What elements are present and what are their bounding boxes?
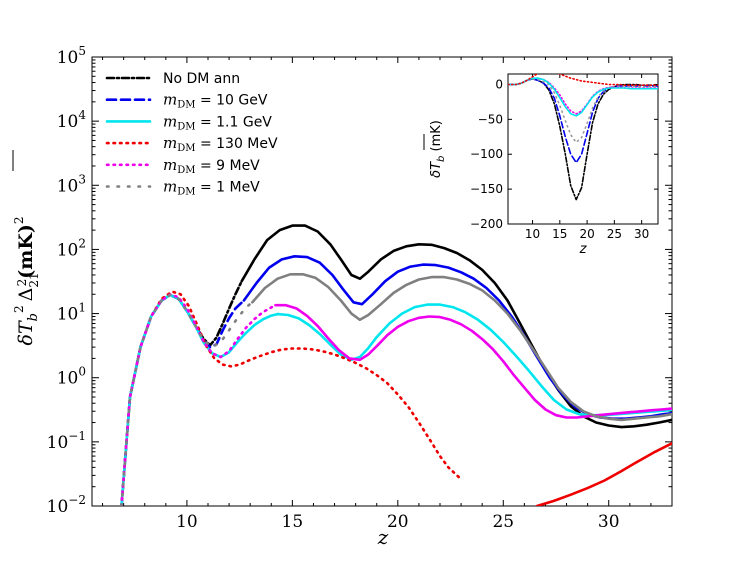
inset-y-tick-label-0: 0 xyxy=(495,77,503,91)
inset-series-line-m-dm-130-mev xyxy=(508,74,658,86)
legend-label-2: mDM = 1.1 GeV xyxy=(163,112,272,132)
series-line-m-dm-1-mev-0 xyxy=(120,293,254,506)
inset-y-tick-label-4: −200 xyxy=(470,217,503,231)
main-x-tick-label-25: 25 xyxy=(492,512,514,532)
series-line-m-dm-130-mev-1 xyxy=(535,441,672,506)
main-y-tick-label-7: 105 xyxy=(57,44,86,68)
legend-label-4: mDM = 9 MeV xyxy=(163,156,260,176)
inset-y-tick-label-3: −150 xyxy=(470,182,503,196)
main-x-tick-label-20: 20 xyxy=(387,512,409,532)
series-line-m-dm-1-1-gev-0 xyxy=(120,293,279,506)
main-x-tick-label-30: 30 xyxy=(598,512,620,532)
main-y-tick-label-6: 104 xyxy=(57,108,87,132)
inset-series-line-m-dm-1-mev xyxy=(508,78,658,144)
series-line-m-dm-9-mev-0 xyxy=(120,293,277,506)
main-y-tick-label-4: 102 xyxy=(57,236,86,260)
inset-y-tick-label-2: −100 xyxy=(470,147,503,161)
series-line-m-dm-9-mev-1 xyxy=(274,303,672,419)
legend-label-3: mDM = 130 MeV xyxy=(163,134,278,154)
main-x-tick-label-15: 15 xyxy=(282,512,304,532)
inset-x-tick-label-15: 15 xyxy=(552,227,567,241)
svg-text:δTb (mK): δTb (mK) xyxy=(429,120,447,178)
main-y-tick-label-1: 10−1 xyxy=(47,429,86,453)
inset-series xyxy=(508,74,658,201)
inset-y-tick-label-1: −50 xyxy=(478,112,503,126)
inset-series-line-m-dm-10-gev xyxy=(508,78,658,164)
main-x-tick-label-10: 10 xyxy=(176,512,198,532)
main-y-tick-label-2: 100 xyxy=(57,365,86,389)
inset-x-axis-label: z xyxy=(579,242,588,257)
series-line-no-dm-ann-1 xyxy=(240,224,672,429)
inset-x-tick-label-30: 30 xyxy=(634,227,649,241)
legend-label-1: mDM = 10 GeV xyxy=(163,91,268,111)
inset-x-tick-label-25: 25 xyxy=(607,227,622,241)
legend-label-5: mDM = 1 MeV xyxy=(163,178,260,198)
main-x-axis-label: z xyxy=(377,525,389,549)
legend-label-0: No DM ann xyxy=(163,71,240,87)
svg-text:δTb2Δ212(mK)2: δTb2Δ212(mK)2 xyxy=(12,217,41,346)
main-series xyxy=(120,224,672,506)
inset-y-axis-label: δTb (mK) xyxy=(429,120,447,178)
series-line-m-dm-1-mev-1 xyxy=(251,272,672,422)
main-y-tick-label-5: 103 xyxy=(57,172,86,196)
inset-series-line-m-dm-1-1-gev xyxy=(508,77,658,117)
inset-x-tick-label-10: 10 xyxy=(525,227,540,241)
inset-ticks: 10 15 20 25 30 0 −50 −100 −150 −200 xyxy=(470,74,658,241)
main-y-axis-label: δTb2Δ212(mK)2 xyxy=(12,217,41,346)
inset-x-tick-label-20: 20 xyxy=(579,227,594,241)
main-y-tick-label-3: 101 xyxy=(57,301,86,325)
main-y-tick-label-0: 10−2 xyxy=(47,493,86,517)
series-line-m-dm-130-mev-0 xyxy=(120,290,461,506)
